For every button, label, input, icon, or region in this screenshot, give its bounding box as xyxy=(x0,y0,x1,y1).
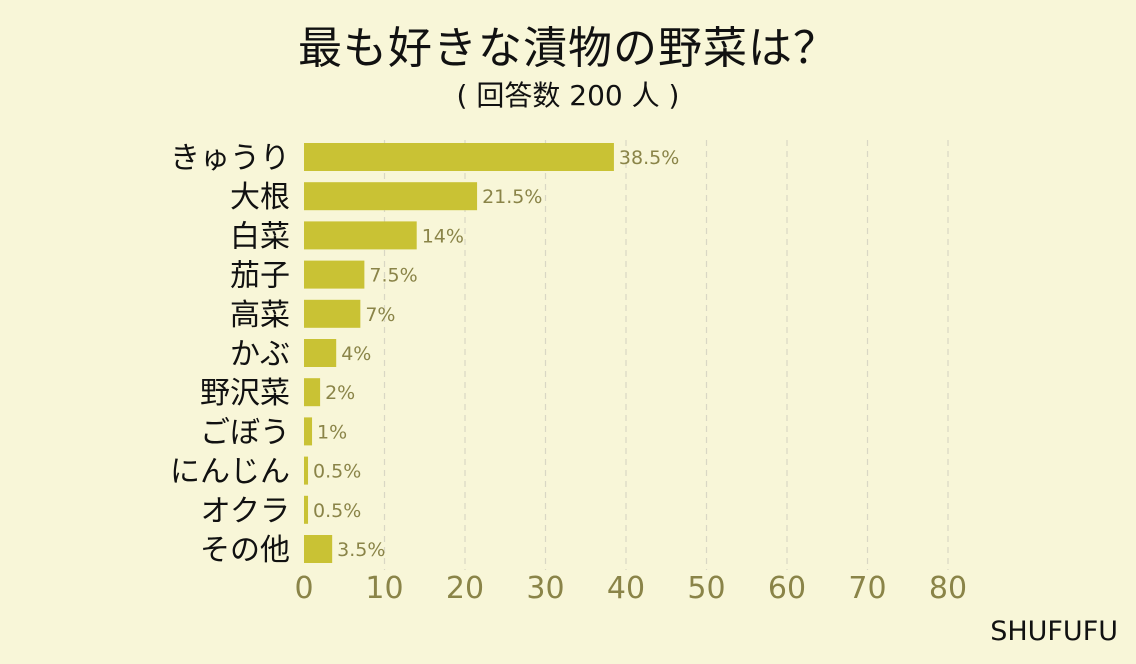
category-label: ごぼう xyxy=(200,415,290,450)
value-label: 38.5% xyxy=(619,147,679,169)
value-label: 0.5% xyxy=(313,461,361,483)
x-tick-label: 80 xyxy=(929,571,967,606)
value-label: 2% xyxy=(325,382,355,404)
category-label: 野沢菜 xyxy=(200,376,290,411)
value-label: 7% xyxy=(365,304,395,326)
brand-logo-text: SHUFUFU xyxy=(990,616,1118,647)
bar xyxy=(304,378,321,407)
chart-title: 最も好きな漬物の野菜は？ xyxy=(298,23,838,74)
bars xyxy=(304,143,614,563)
value-label: 1% xyxy=(317,421,347,443)
grid-lines xyxy=(383,140,949,570)
category-label: にんじん xyxy=(170,455,290,490)
category-label: 白菜 xyxy=(230,219,290,254)
value-label: 21.5% xyxy=(482,186,542,208)
value-labels: 38.5% 21.5% 14%7.5% 7% 4% 2% 1% 0.5% 0.5% 3.5% xyxy=(313,147,679,561)
value-label: 4% xyxy=(341,343,371,365)
bar xyxy=(304,221,417,250)
x-tick-label: 0 xyxy=(294,571,313,606)
x-axis-ticks: 0 10 20 30 40 50 60 70 80 xyxy=(294,571,967,606)
category-label: オクラ xyxy=(201,494,290,529)
bar xyxy=(304,143,614,171)
category-label: 茄子 xyxy=(230,259,290,294)
x-tick-label: 50 xyxy=(687,571,725,606)
x-tick-label: 70 xyxy=(848,571,886,606)
category-label: その他 xyxy=(200,533,290,568)
bar xyxy=(304,417,313,446)
x-tick-label: 30 xyxy=(526,571,564,606)
bar xyxy=(304,535,333,563)
x-tick-label: 10 xyxy=(365,571,403,606)
category-label: 高菜 xyxy=(230,298,290,333)
value-label: 14% xyxy=(422,225,464,247)
x-tick-label: 60 xyxy=(768,571,806,606)
bar xyxy=(304,182,478,211)
value-label: 7.5% xyxy=(369,265,417,287)
chart-subtitle: ( 回答数 200 人 ) xyxy=(456,79,680,112)
bar xyxy=(304,260,365,289)
bar xyxy=(304,299,361,328)
bar xyxy=(304,339,337,367)
category-label: かぶ xyxy=(230,337,290,372)
value-label: 3.5% xyxy=(337,539,385,561)
x-tick-label: 40 xyxy=(607,571,645,606)
bar xyxy=(304,495,309,524)
value-label: 0.5% xyxy=(313,500,361,522)
category-label: 大根 xyxy=(230,180,290,215)
category-label: きゅうり xyxy=(170,141,290,176)
x-tick-label: 20 xyxy=(446,571,484,606)
bar xyxy=(304,456,309,485)
